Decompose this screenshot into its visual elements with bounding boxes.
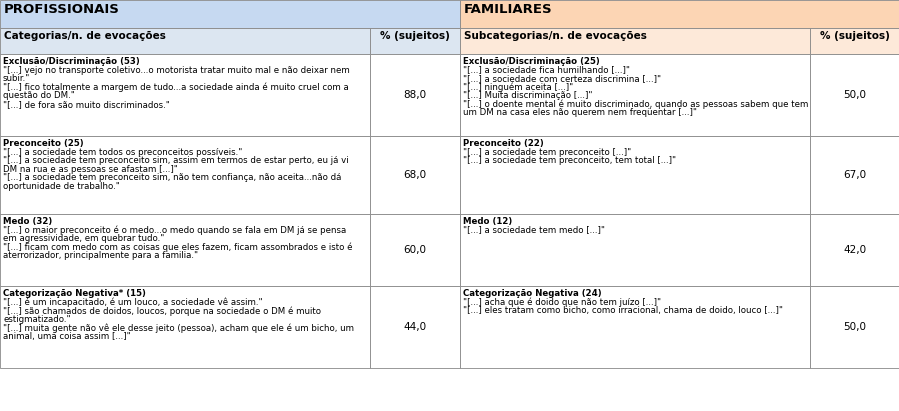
Text: Preconceito (22): Preconceito (22) (463, 139, 544, 148)
Text: "[...] a sociedade tem preconceito, tem total [...]": "[...] a sociedade tem preconceito, tem … (463, 156, 676, 165)
Text: "[...] de fora são muito discriminados.": "[...] de fora são muito discriminados." (3, 100, 170, 109)
Text: estigmatizado.": estigmatizado." (3, 315, 71, 324)
Bar (370, 214, 460, 286)
Text: animal, uma coisa assim [...]": animal, uma coisa assim [...]" (3, 332, 130, 341)
Text: Exclusão/Discriminação (25): Exclusão/Discriminação (25) (463, 57, 600, 66)
Text: "[...] ficam com medo com as coisas que eles fazem, ficam assombrados e isto é: "[...] ficam com medo com as coisas que … (3, 242, 352, 252)
Text: 50,0: 50,0 (843, 90, 866, 100)
Text: "[...] muita gente não vê ele desse jeito (pessoa), acham que ele é um bicho, um: "[...] muita gente não vê ele desse jeit… (3, 323, 354, 333)
Text: % (sujeitos): % (sujeitos) (380, 31, 450, 41)
Bar (0, 214, 370, 286)
Bar (370, 54, 460, 136)
Text: Exclusão/Discriminação (53): Exclusão/Discriminação (53) (3, 57, 139, 66)
Text: "[...] a sociedade tem todos os preconceitos possíveis.": "[...] a sociedade tem todos os preconce… (3, 148, 243, 157)
Bar (370, 28, 460, 54)
Text: "[...] são chamados de doidos, loucos, porque na sociedade o DM é muito: "[...] são chamados de doidos, loucos, p… (3, 306, 321, 316)
Text: "[...] a sociedade com certeza discrimina [...]": "[...] a sociedade com certeza discrimin… (463, 74, 661, 83)
Bar (460, 54, 810, 136)
Text: "[...] o doente mental é muito discriminado, quando as pessoas sabem que tem: "[...] o doente mental é muito discrimin… (463, 100, 808, 109)
Text: questão do DM.": questão do DM." (3, 91, 75, 100)
Text: FAMILIARES: FAMILIARES (464, 3, 553, 16)
Text: 88,0: 88,0 (404, 90, 426, 100)
Text: 50,0: 50,0 (843, 322, 866, 332)
Bar (460, 214, 810, 286)
Text: "[...] fico totalmente a margem de tudo...a sociedade ainda é muito cruel com a: "[...] fico totalmente a margem de tudo.… (3, 83, 349, 92)
Text: Medo (32): Medo (32) (3, 217, 52, 226)
Text: um DM na casa eles não querem nem freqüentar [...]": um DM na casa eles não querem nem freqüe… (463, 109, 697, 117)
Text: "[...] a sociedade fica humilhando [...]": "[...] a sociedade fica humilhando [...]… (463, 66, 630, 74)
Text: subir.": subir." (3, 74, 31, 83)
Text: aterrorizador, principalmente para a familia.": aterrorizador, principalmente para a fam… (3, 251, 198, 260)
Bar (810, 286, 899, 368)
Text: em agressividade, em quebrar tudo.": em agressividade, em quebrar tudo." (3, 234, 165, 243)
Text: "[...] o maior preconceito é o medo...o medo quando se fala em DM já se pensa: "[...] o maior preconceito é o medo...o … (3, 226, 346, 235)
Text: "[...] a sociedade tem medo [...]": "[...] a sociedade tem medo [...]" (463, 226, 605, 235)
Text: "[...] vejo no transporte coletivo...o motorista tratar muito mal e não deixar n: "[...] vejo no transporte coletivo...o m… (3, 66, 350, 74)
Bar (0, 54, 370, 136)
Bar (810, 136, 899, 214)
Text: "[...] a sociedade tem preconceito [...]": "[...] a sociedade tem preconceito [...]… (463, 148, 631, 157)
Bar (810, 28, 899, 54)
Text: 42,0: 42,0 (843, 245, 866, 255)
Text: "[...] é um incapacitado, é um louco, a sociedade vê assim.": "[...] é um incapacitado, é um louco, a … (3, 298, 263, 307)
Text: "[...] eles tratam como bicho, como irracional, chama de doido, louco [...]": "[...] eles tratam como bicho, como irra… (463, 306, 783, 315)
Bar (460, 0, 899, 28)
Bar (370, 136, 460, 214)
Bar (0, 136, 370, 214)
Text: 60,0: 60,0 (404, 245, 426, 255)
Text: % (sujeitos): % (sujeitos) (820, 31, 889, 41)
Bar (460, 136, 810, 214)
Bar (460, 286, 810, 368)
Text: Categorização Negativa (24): Categorização Negativa (24) (463, 289, 601, 298)
Text: 67,0: 67,0 (843, 170, 866, 180)
Text: "[...] ninguém aceita [...]": "[...] ninguém aceita [...]" (463, 83, 574, 92)
Text: DM na rua e as pessoas se afastam [...]": DM na rua e as pessoas se afastam [...]" (3, 165, 178, 174)
Text: 68,0: 68,0 (404, 170, 426, 180)
Text: Categorização Negativa* (15): Categorização Negativa* (15) (3, 289, 146, 298)
Text: Categorias/n. de evocações: Categorias/n. de evocações (4, 31, 166, 41)
Bar (0, 286, 370, 368)
Text: Subcategorias/n. de evocações: Subcategorias/n. de evocações (464, 31, 647, 41)
Bar (810, 214, 899, 286)
Bar (810, 54, 899, 136)
Text: oportunidade de trabalho.": oportunidade de trabalho." (3, 182, 120, 191)
Text: 44,0: 44,0 (404, 322, 426, 332)
Bar (0, 28, 370, 54)
Text: "[...] acha que é doido que não tem juízo [...]": "[...] acha que é doido que não tem juíz… (463, 298, 661, 307)
Text: PROFISSIONAIS: PROFISSIONAIS (4, 3, 120, 16)
Text: "[...] Muita discriminação [...]": "[...] Muita discriminação [...]" (463, 91, 592, 100)
Text: "[...] a sociedade tem preconceito sim, não tem confiança, não aceita...não dá: "[...] a sociedade tem preconceito sim, … (3, 173, 342, 182)
Text: "[...] a sociedade tem preconceito sim, assim em termos de estar perto, eu já vi: "[...] a sociedade tem preconceito sim, … (3, 156, 349, 165)
Bar (0, 0, 460, 28)
Text: Preconceito (25): Preconceito (25) (3, 139, 84, 148)
Text: Medo (12): Medo (12) (463, 217, 512, 226)
Bar (460, 28, 810, 54)
Bar (370, 286, 460, 368)
